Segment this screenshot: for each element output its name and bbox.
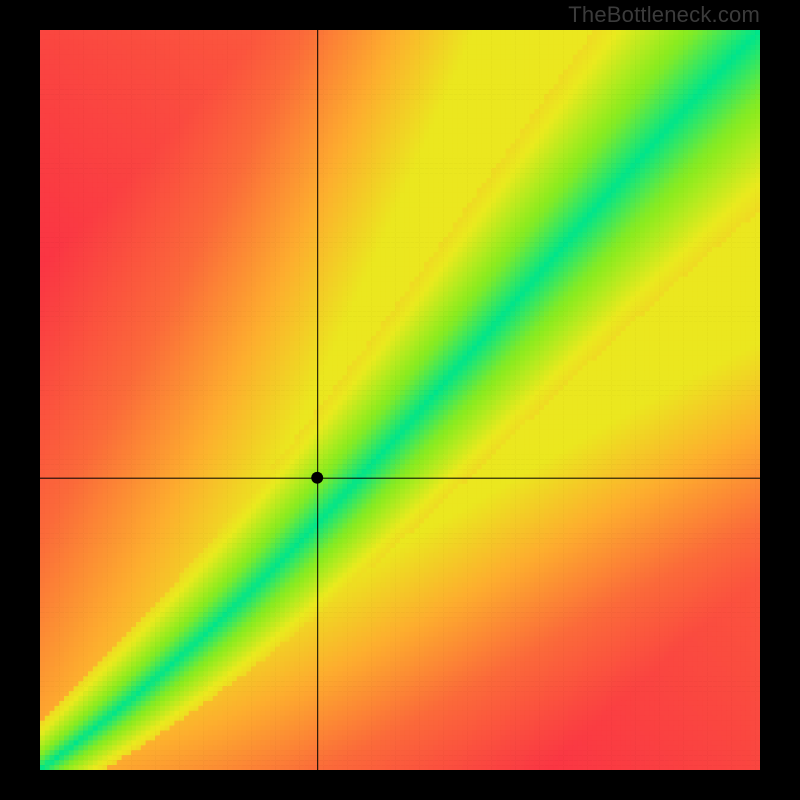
bottleneck-heatmap <box>40 30 760 770</box>
watermark-text: TheBottleneck.com <box>568 2 760 28</box>
stage: TheBottleneck.com <box>0 0 800 800</box>
